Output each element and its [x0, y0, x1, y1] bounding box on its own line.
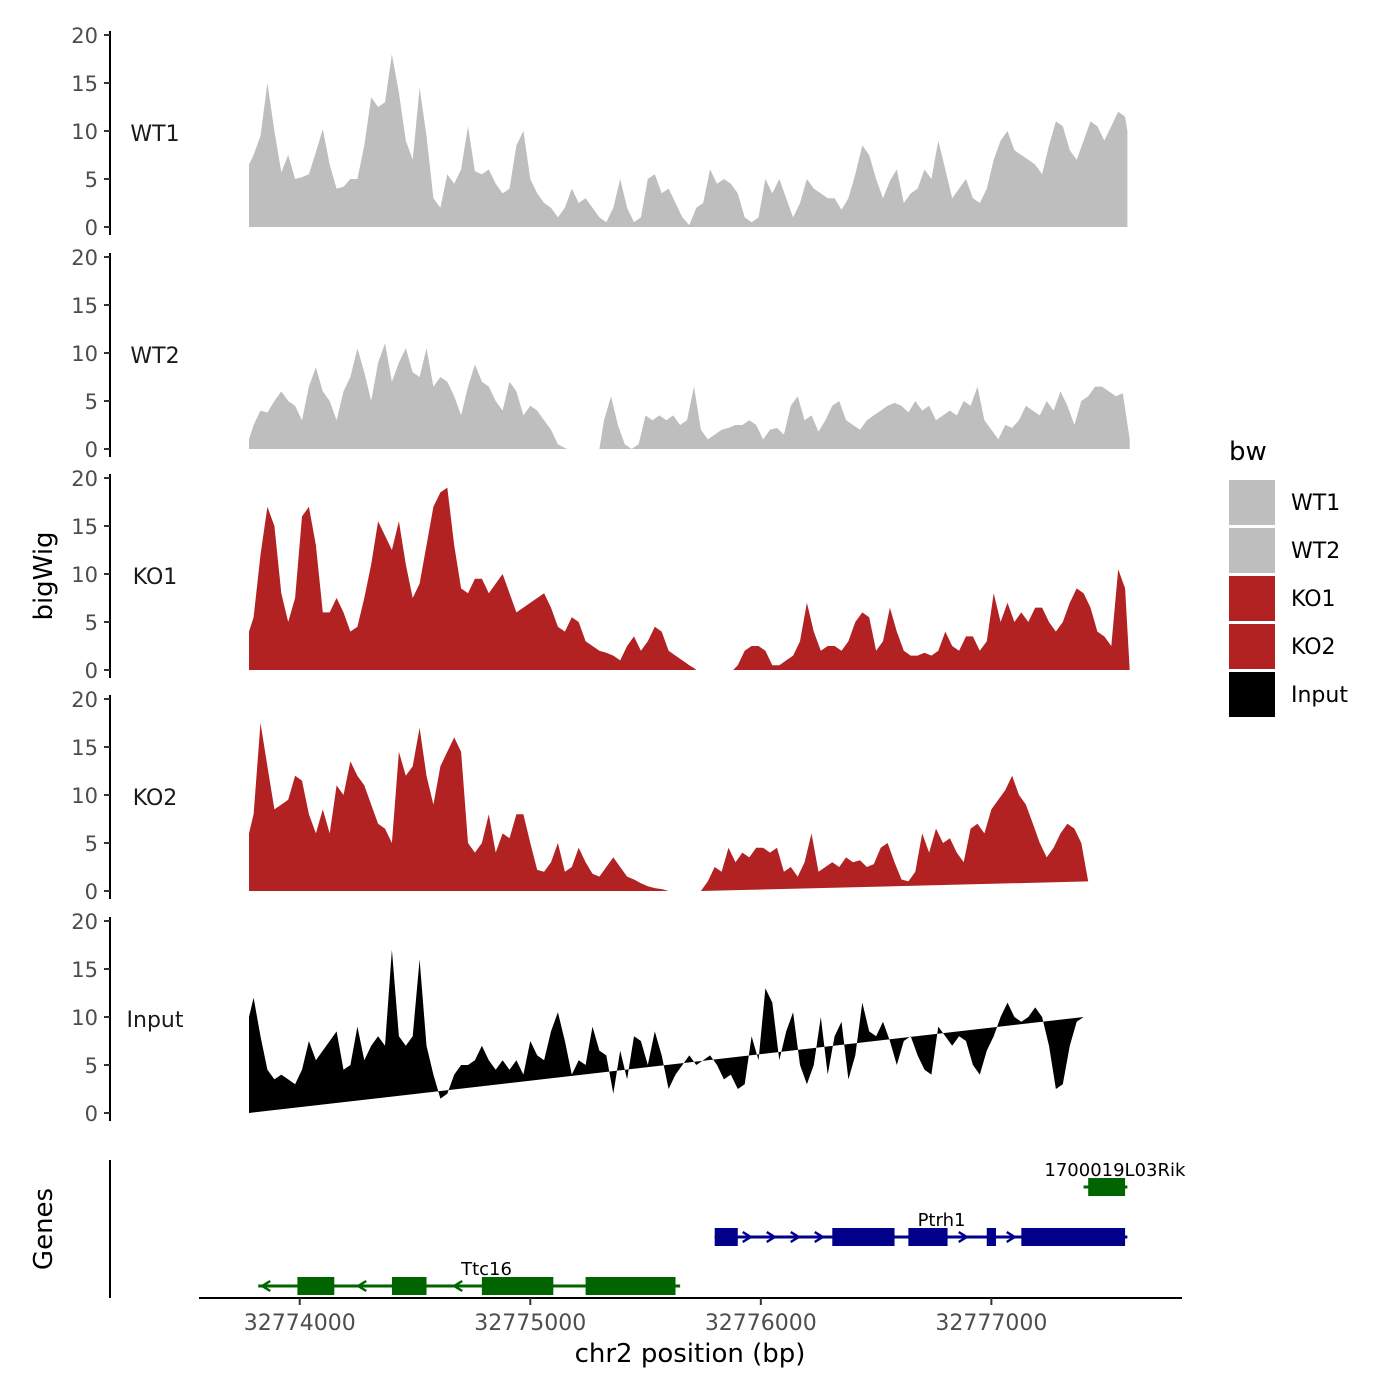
track-ko2: 0 5 10 15 20 KO2 [71, 688, 1089, 904]
exon [714, 1228, 738, 1246]
y-tick-label: 15 [71, 736, 98, 760]
x-axis-label: chr2 position (bp) [575, 1339, 806, 1369]
coverage-area [249, 54, 1128, 228]
y-tick-label: 0 [85, 438, 98, 462]
legend-label: KO1 [1291, 587, 1336, 612]
y-tick-label: 5 [85, 168, 98, 192]
y-tick-label: 15 [71, 515, 98, 539]
track-label: WT1 [130, 122, 179, 147]
y-tick-label: 0 [85, 880, 98, 904]
y-tick-label: 10 [71, 1006, 98, 1030]
legend-swatch [1229, 624, 1275, 669]
y-tick-label: 20 [71, 688, 98, 712]
exon [986, 1228, 996, 1246]
y-tick-label: 10 [71, 784, 98, 808]
legend-title: bw [1229, 437, 1267, 467]
gene-ttc16: Ttc16 [258, 1259, 681, 1295]
y-tick-label: 15 [71, 958, 98, 982]
y-tick-label: 20 [71, 24, 98, 48]
y-tick-label: 10 [71, 563, 98, 587]
track-label: KO1 [133, 565, 178, 590]
coverage-area [249, 949, 1084, 1113]
strand-arrow [355, 1279, 367, 1293]
legend-swatch [1229, 672, 1275, 717]
strand-arrow [259, 1279, 271, 1293]
gene-label: Ptrh1 [918, 1210, 966, 1231]
exon [832, 1228, 895, 1246]
y-tick-label: 5 [85, 611, 98, 635]
track-label: Input [127, 1008, 184, 1033]
strand-arrow [790, 1230, 802, 1244]
x-tick-label: 32776000 [705, 1311, 817, 1336]
gene-track: Ttc16 Ptrh1 1700019L03Rik [109, 1160, 1186, 1298]
track-label: KO2 [133, 786, 178, 811]
y-tick-label: 10 [71, 342, 98, 366]
exon [391, 1277, 427, 1295]
gene-label: 1700019L03Rik [1044, 1160, 1186, 1181]
track-wt2: 0 5 10 15 20 WT2 [71, 246, 1130, 462]
y-tick-label: 5 [85, 390, 98, 414]
y-tick-label: 10 [71, 120, 98, 144]
track-ko1: 0 5 10 15 20 KO1 [71, 467, 1130, 683]
x-tick-label: 32775000 [474, 1311, 586, 1336]
track-wt1: 0 5 10 15 20 WT1 [71, 24, 1128, 240]
x-axis: 32774000 32775000 32776000 32777000 [199, 1297, 1182, 1336]
strand-arrow [742, 1230, 754, 1244]
strand-arrow [1006, 1230, 1018, 1244]
gene-label: Ttc16 [460, 1259, 512, 1280]
genes-axis-label: Genes [29, 1188, 59, 1270]
x-tick-label: 32774000 [244, 1311, 356, 1336]
strand-arrow [766, 1230, 778, 1244]
exon [481, 1277, 554, 1295]
coverage-tracks: 0 5 10 15 20 WT1 0 5 10 15 20 WT2 0 5 10 15 20 KO1 0 5 10 15 2… [71, 24, 1130, 1126]
y-tick-label: 15 [71, 72, 98, 96]
strand-arrow [814, 1230, 826, 1244]
track-label: WT2 [130, 344, 179, 369]
exon [908, 1228, 948, 1246]
exon [1021, 1228, 1126, 1246]
strand-arrow [958, 1230, 970, 1244]
legend-label: KO2 [1291, 635, 1336, 660]
legend-swatch [1229, 576, 1275, 621]
legend-label: WT1 [1291, 491, 1340, 516]
exon [585, 1277, 676, 1295]
legend-label: WT2 [1291, 539, 1340, 564]
legend-swatch [1229, 528, 1275, 573]
y-tick-label: 0 [85, 1102, 98, 1126]
y-axis-label: bigWig [29, 531, 59, 620]
y-tick-label: 5 [85, 832, 98, 856]
y-tick-label: 5 [85, 1054, 98, 1078]
y-tick-label: 0 [85, 659, 98, 683]
legend: bw WT1 WT2 KO1 KO2 Input [1229, 437, 1348, 717]
coverage-area [599, 386, 1130, 449]
y-tick-label: 20 [71, 246, 98, 270]
gene-ptrh1: Ptrh1 [714, 1210, 1128, 1246]
exon [297, 1277, 335, 1295]
legend-swatch [1229, 480, 1275, 525]
coverage-area [700, 775, 1089, 891]
y-tick-label: 20 [71, 910, 98, 934]
coverage-area [733, 569, 1130, 670]
y-tick-label: 20 [71, 467, 98, 491]
y-tick-label: 15 [71, 294, 98, 318]
y-tick-label: 0 [85, 216, 98, 240]
coverage-area [249, 487, 697, 670]
x-tick-label: 32777000 [935, 1311, 1047, 1336]
strand-arrow [451, 1279, 463, 1293]
exon [1088, 1178, 1126, 1196]
coverage-area [249, 343, 568, 449]
gene-1700019l03rik: 1700019L03Rik [1044, 1160, 1186, 1196]
legend-label: Input [1291, 683, 1348, 708]
coverage-area [249, 723, 669, 891]
track-input: 0 5 10 15 20 Input [71, 910, 1084, 1126]
